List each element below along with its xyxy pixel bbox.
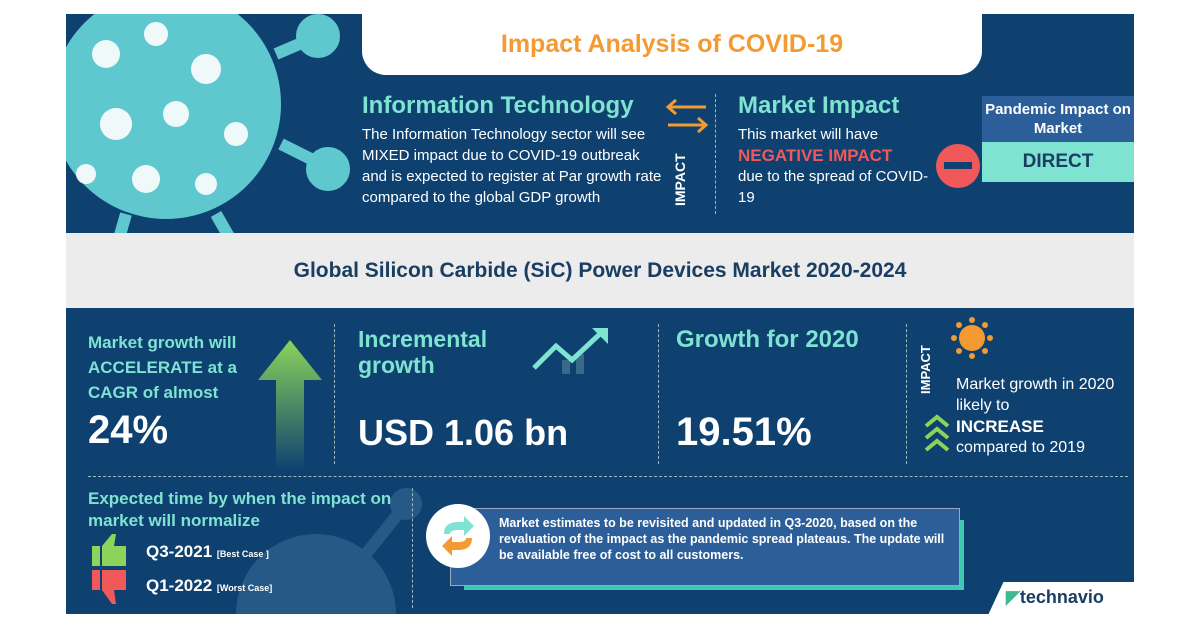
minus-icon xyxy=(936,144,980,188)
market-impact-text: This market will have NEGATIVE IMPACT du… xyxy=(738,124,938,208)
infographic: Impact Analysis of COVID-19 Information … xyxy=(66,14,1134,614)
divider xyxy=(412,488,413,608)
sector-title: Information Technology xyxy=(362,92,634,119)
refresh-icon xyxy=(426,504,490,568)
swap-arrows-icon xyxy=(665,98,709,134)
incremental-value: USD 1.06 bn xyxy=(358,412,569,453)
growth2020-title: Growth for 2020 xyxy=(676,326,859,353)
technavio-logo: ◤technavio xyxy=(1006,587,1104,607)
impact2020-label: IMPACT xyxy=(918,345,933,394)
impact-label: IMPACT xyxy=(672,153,688,206)
pandemic-label: Pandemic Impact on Market xyxy=(982,96,1134,142)
sun-icon xyxy=(951,317,993,359)
impact2020-text: Market growth in 2020 likely to INCREASE… xyxy=(956,376,1115,456)
thumbs-down-icon xyxy=(92,570,126,604)
sector-text: The Information Technology sector will s… xyxy=(362,126,662,206)
negative-impact: NEGATIVE IMPACT xyxy=(738,146,893,165)
thumbs-up-icon xyxy=(92,534,126,566)
incremental-title: Incremental growth xyxy=(358,326,488,378)
virus-shadow xyxy=(236,488,422,614)
tab-title: Impact Analysis of COVID-19 xyxy=(362,14,982,75)
growth-chart-icon xyxy=(532,328,608,374)
normalize-title: Expected time by when the impact on mark… xyxy=(88,489,392,530)
divider xyxy=(715,94,716,214)
cagr-text: Market growth will ACCELERATE at a CAGR … xyxy=(88,333,237,402)
note-text: Market estimates to be revisited and upd… xyxy=(450,508,960,586)
market-impact-title: Market Impact xyxy=(738,92,900,119)
best-case: Q3-2021 [Best Case ] xyxy=(146,542,269,561)
cagr-value: 24% xyxy=(88,408,169,452)
up-arrow-icon xyxy=(258,340,322,470)
divider xyxy=(906,324,907,464)
pandemic-value: DIRECT xyxy=(982,142,1134,182)
divider xyxy=(88,476,1128,477)
virus-illustration xyxy=(66,14,350,274)
worst-case: Q1-2022 [Worst Case] xyxy=(146,576,273,595)
chevrons-up-icon xyxy=(924,414,950,452)
divider xyxy=(334,324,335,464)
growth2020-value: 19.51% xyxy=(676,410,812,454)
divider xyxy=(658,324,659,464)
market-title: Global Silicon Carbide (SiC) Power Devic… xyxy=(66,233,1134,308)
